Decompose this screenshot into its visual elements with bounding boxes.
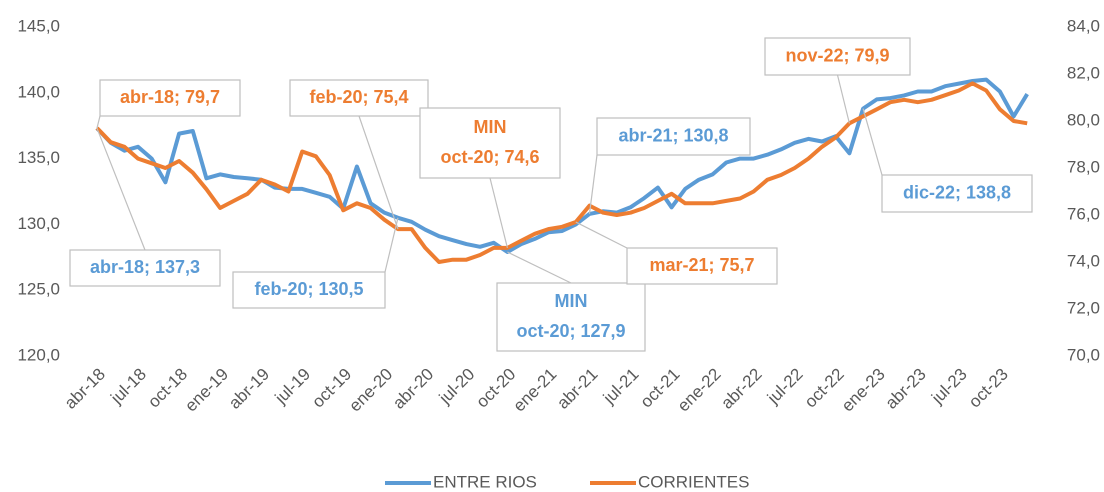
- line-series: [95, 81, 1028, 264]
- callout-label: feb-20; 130,5: [254, 279, 363, 299]
- callout-label: feb-20; 75,4: [309, 87, 408, 107]
- callout-leader: [96, 128, 146, 251]
- x-tick-label: jul-22: [763, 365, 807, 409]
- x-tick-label: jul-21: [599, 365, 643, 409]
- callout-box: [764, 37, 911, 76]
- x-tick-label: oct-23: [965, 365, 1012, 412]
- y2-tick-label: 82,0: [1067, 63, 1100, 82]
- legend-label: CORRIENTES: [638, 472, 749, 491]
- callout-box: [69, 249, 221, 287]
- callout-leader: [358, 115, 399, 230]
- callout-box: [232, 271, 386, 309]
- x-tick-label: jul-19: [271, 365, 315, 409]
- x-tick-label: jul-18: [106, 365, 150, 409]
- callout-label: dic-22; 138,8: [903, 182, 1011, 202]
- x-tick-label: abr-22: [717, 365, 765, 413]
- x-tick-label: jul-23: [927, 365, 971, 409]
- callout-box: [596, 117, 751, 156]
- callout-leader: [575, 221, 628, 249]
- callout-label: abr-21; 130,8: [618, 125, 728, 145]
- callout-box: [496, 282, 646, 352]
- callout-leader: [862, 108, 883, 176]
- x-tick-label: abr-20: [389, 365, 437, 413]
- callout-box: [289, 79, 429, 117]
- callout-leader: [836, 74, 850, 124]
- callout-label: oct-20; 127,9: [516, 321, 625, 341]
- callout-box: [99, 79, 241, 117]
- callout-box: [626, 247, 778, 285]
- legend-label: ENTRE RIOS: [433, 472, 537, 491]
- x-tick-label: abr-21: [553, 365, 601, 413]
- callout-label: nov-22; 79,9: [785, 45, 889, 65]
- y2-tick-label: 72,0: [1067, 298, 1100, 317]
- y-tick-label: 130,0: [17, 214, 60, 233]
- callout-leader: [489, 177, 508, 249]
- y2-tick-label: 78,0: [1067, 157, 1100, 176]
- x-tick-label: ene-21: [510, 365, 561, 416]
- x-tick-label: ene-22: [674, 365, 725, 416]
- callout-leader: [588, 154, 598, 214]
- callout-leader: [96, 115, 101, 129]
- x-tick-label: ene-23: [838, 365, 889, 416]
- callout-label: MIN: [555, 291, 588, 311]
- callout-box: [881, 174, 1033, 213]
- callout-label: abr-18; 137,3: [90, 257, 200, 277]
- y2-tick-label: 76,0: [1067, 204, 1100, 223]
- callout-leader: [507, 251, 572, 284]
- y-tick-label: 135,0: [17, 148, 60, 167]
- y2-tick-label: 74,0: [1067, 251, 1100, 270]
- y2-tick-label: 80,0: [1067, 110, 1100, 129]
- y-tick-label: 125,0: [17, 280, 60, 299]
- callout-label: MIN: [474, 117, 507, 137]
- line-series: [95, 77, 1029, 254]
- y-tick-label: 140,0: [17, 82, 60, 101]
- y-tick-label: 120,0: [17, 345, 60, 364]
- x-tick-label: abr-18: [61, 365, 109, 413]
- y-tick-label: 145,0: [17, 16, 60, 35]
- x-tick-label: jul-20: [435, 365, 479, 409]
- callout-label: oct-20; 74,6: [440, 147, 539, 167]
- x-tick-label: abr-23: [882, 365, 930, 413]
- x-tick-label: abr-19: [225, 365, 273, 413]
- callout-label: mar-21; 75,7: [649, 255, 754, 275]
- callout-box: [419, 107, 561, 179]
- x-tick-label: ene-19: [181, 365, 232, 416]
- y2-tick-label: 84,0: [1067, 16, 1100, 35]
- callout-leader: [384, 217, 399, 273]
- y2-tick-label: 70,0: [1067, 345, 1100, 364]
- x-tick-label: ene-20: [345, 365, 396, 416]
- callout-label: abr-18; 79,7: [120, 87, 220, 107]
